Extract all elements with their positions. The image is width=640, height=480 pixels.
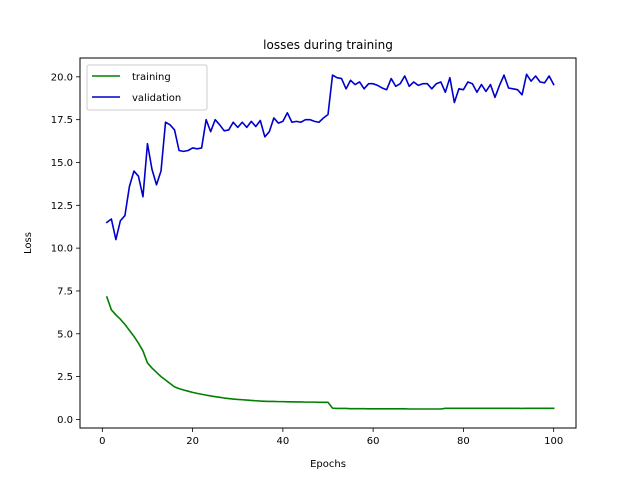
y-tick-label: 2.5 [57,372,73,383]
series-layer [105,73,555,410]
plot-area-frame [79,57,577,429]
x-tick-label: 100 [544,436,563,447]
y-axis: 0.0 2.5 5.0 7.5 10.0 12.5 15.0 17.5 20.0 [51,72,80,426]
y-tick-label: 10.0 [51,244,73,255]
x-tick-label: 40 [277,436,290,447]
y-tick-label: 5.0 [57,329,73,340]
chart-title: losses during training [263,38,393,52]
x-tick-label: 80 [457,436,470,447]
y-tick-label: 12.5 [51,201,73,212]
series-line-validation [105,73,555,241]
y-tick-label: 17.5 [51,115,73,126]
y-tick-label: 7.5 [57,286,73,297]
x-tick-label: 60 [367,436,380,447]
x-tick-label: 20 [186,436,199,447]
legend: training validation [86,64,208,111]
y-axis-label: Loss [23,232,34,254]
legend-label-training: training [132,72,171,83]
x-axis: 0 20 40 60 80 100 [99,428,563,447]
legend-label-validation: validation [132,93,181,104]
x-tick-label: 0 [99,436,105,447]
x-axis-label: Epochs [310,459,346,470]
y-tick-label: 15.0 [51,158,73,169]
y-tick-label: 0.0 [57,415,73,426]
series-line-training [105,295,555,410]
y-tick-label: 20.0 [51,72,73,83]
